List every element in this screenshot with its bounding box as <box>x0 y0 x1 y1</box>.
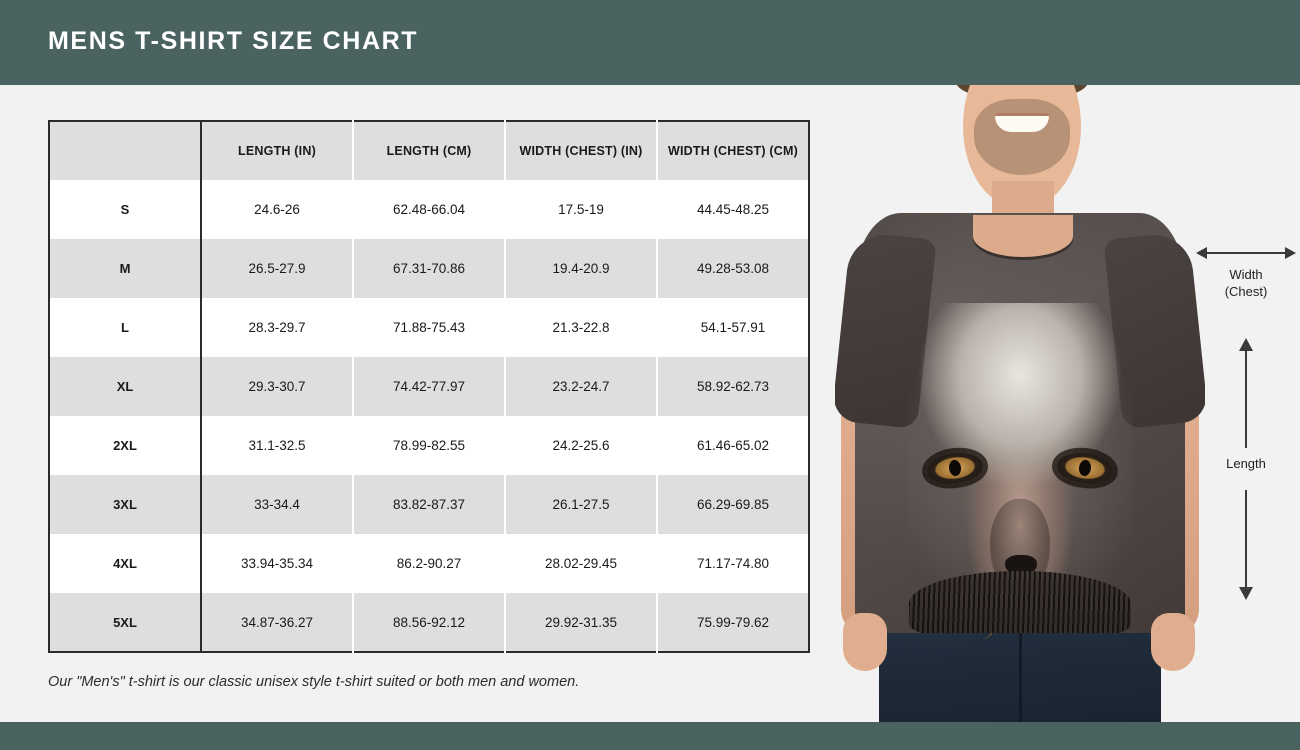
page-title: MENS T-SHIRT SIZE CHART <box>48 27 419 55</box>
cell-width-cm: 61.46-65.02 <box>656 416 809 475</box>
tshirt-collar <box>973 215 1073 257</box>
cell-length-cm: 88.56-92.12 <box>352 593 505 652</box>
length-annotation: Length <box>1206 338 1286 600</box>
arrow-up-head-icon <box>1239 338 1253 351</box>
size-chart-table: LENGTH (IN) LENGTH (CM) WIDTH (CHEST) (I… <box>48 120 810 653</box>
table-row: 2XL 31.1-32.5 78.99-82.55 24.2-25.6 61.4… <box>49 416 809 475</box>
cell-length-cm: 71.88-75.43 <box>352 298 505 357</box>
model-left-hand <box>843 613 887 671</box>
wolf-nose <box>1005 555 1037 575</box>
wolf-face-print <box>907 303 1133 633</box>
cell-width-cm: 49.28-53.08 <box>656 239 809 298</box>
model-photo <box>835 85 1205 722</box>
cell-width-in: 19.4-20.9 <box>504 239 657 298</box>
column-header-size <box>49 121 202 180</box>
arrow-left-head-icon <box>1196 247 1207 259</box>
width-arrow-icon <box>1196 246 1296 260</box>
cell-size: 5XL <box>49 593 202 652</box>
cell-width-in: 26.1-27.5 <box>504 475 657 534</box>
cell-width-in: 23.2-24.7 <box>504 357 657 416</box>
length-arrow-lower-line <box>1245 490 1247 588</box>
cell-width-cm: 66.29-69.85 <box>656 475 809 534</box>
footnote-text: Our "Men's" t-shirt is our classic unise… <box>48 674 580 690</box>
cell-size: 3XL <box>49 475 202 534</box>
arrow-right-head-icon <box>1285 247 1296 259</box>
cell-length-in: 34.87-36.27 <box>201 593 353 652</box>
column-header-width-cm: WIDTH (CHEST) (CM) <box>656 121 809 180</box>
cell-length-cm: 86.2-90.27 <box>352 534 505 593</box>
column-header-length-in: LENGTH (IN) <box>201 121 353 180</box>
cell-size: L <box>49 298 202 357</box>
width-label-line1: Width <box>1229 267 1263 282</box>
table-row: M 26.5-27.9 67.31-70.86 19.4-20.9 49.28-… <box>49 239 809 298</box>
cell-size: XL <box>49 357 202 416</box>
cell-size: 2XL <box>49 416 202 475</box>
cell-width-in: 29.92-31.35 <box>504 593 657 652</box>
length-label: Length <box>1226 456 1266 471</box>
model-smile <box>995 113 1049 132</box>
cell-width-in: 28.02-29.45 <box>504 534 657 593</box>
table-header-row: LENGTH (IN) LENGTH (CM) WIDTH (CHEST) (I… <box>49 121 809 180</box>
cell-width-in: 24.2-25.6 <box>504 416 657 475</box>
cell-width-in: 17.5-19 <box>504 180 657 239</box>
table-row: S 24.6-26 62.48-66.04 17.5-19 44.45-48.2… <box>49 180 809 239</box>
cell-length-cm: 62.48-66.04 <box>352 180 505 239</box>
column-header-width-in: WIDTH (CHEST) (IN) <box>504 121 657 180</box>
wolf-right-pupil <box>1078 459 1092 477</box>
cell-size: M <box>49 239 202 298</box>
cell-length-in: 33-34.4 <box>201 475 353 534</box>
table-row: XL 29.3-30.7 74.42-77.97 23.2-24.7 58.92… <box>49 357 809 416</box>
cell-length-cm: 74.42-77.97 <box>352 357 505 416</box>
cell-length-in: 26.5-27.9 <box>201 239 353 298</box>
cell-length-in: 29.3-30.7 <box>201 357 353 416</box>
table-row: 4XL 33.94-35.34 86.2-90.27 28.02-29.45 7… <box>49 534 809 593</box>
cell-width-cm: 44.45-48.25 <box>656 180 809 239</box>
footer-bar <box>0 722 1300 750</box>
table-row: L 28.3-29.7 71.88-75.43 21.3-22.8 54.1-5… <box>49 298 809 357</box>
cell-length-cm: 67.31-70.86 <box>352 239 505 298</box>
table-row: 5XL 34.87-36.27 88.56-92.12 29.92-31.35 … <box>49 593 809 652</box>
cell-length-in: 33.94-35.34 <box>201 534 353 593</box>
width-label-line2: (Chest) <box>1224 284 1268 299</box>
cell-width-cm: 71.17-74.80 <box>656 534 809 593</box>
arrow-line <box>1206 252 1286 254</box>
model-right-hand <box>1151 613 1195 671</box>
wolf-left-pupil <box>948 459 962 477</box>
wolf-ruff <box>909 571 1131 633</box>
model-illustration <box>835 85 1205 722</box>
cell-width-cm: 58.92-62.73 <box>656 357 809 416</box>
cell-width-cm: 54.1-57.91 <box>656 298 809 357</box>
cell-size: 4XL <box>49 534 202 593</box>
cell-width-in: 21.3-22.8 <box>504 298 657 357</box>
column-header-length-cm: LENGTH (CM) <box>352 121 505 180</box>
cell-length-cm: 83.82-87.37 <box>352 475 505 534</box>
arrow-down-head-icon <box>1239 587 1253 600</box>
header-bar: MENS T-SHIRT SIZE CHART <box>0 0 1300 85</box>
length-arrow-upper-line <box>1245 350 1247 448</box>
cell-length-in: 31.1-32.5 <box>201 416 353 475</box>
cell-length-in: 24.6-26 <box>201 180 353 239</box>
cell-size: S <box>49 180 202 239</box>
table-row: 3XL 33-34.4 83.82-87.37 26.1-27.5 66.29-… <box>49 475 809 534</box>
cell-length-cm: 78.99-82.55 <box>352 416 505 475</box>
model-beard <box>974 99 1070 175</box>
cell-width-cm: 75.99-79.62 <box>656 593 809 652</box>
width-annotation: Width (Chest) <box>1196 246 1296 300</box>
cell-length-in: 28.3-29.7 <box>201 298 353 357</box>
size-table-container: LENGTH (IN) LENGTH (CM) WIDTH (CHEST) (I… <box>48 120 810 653</box>
